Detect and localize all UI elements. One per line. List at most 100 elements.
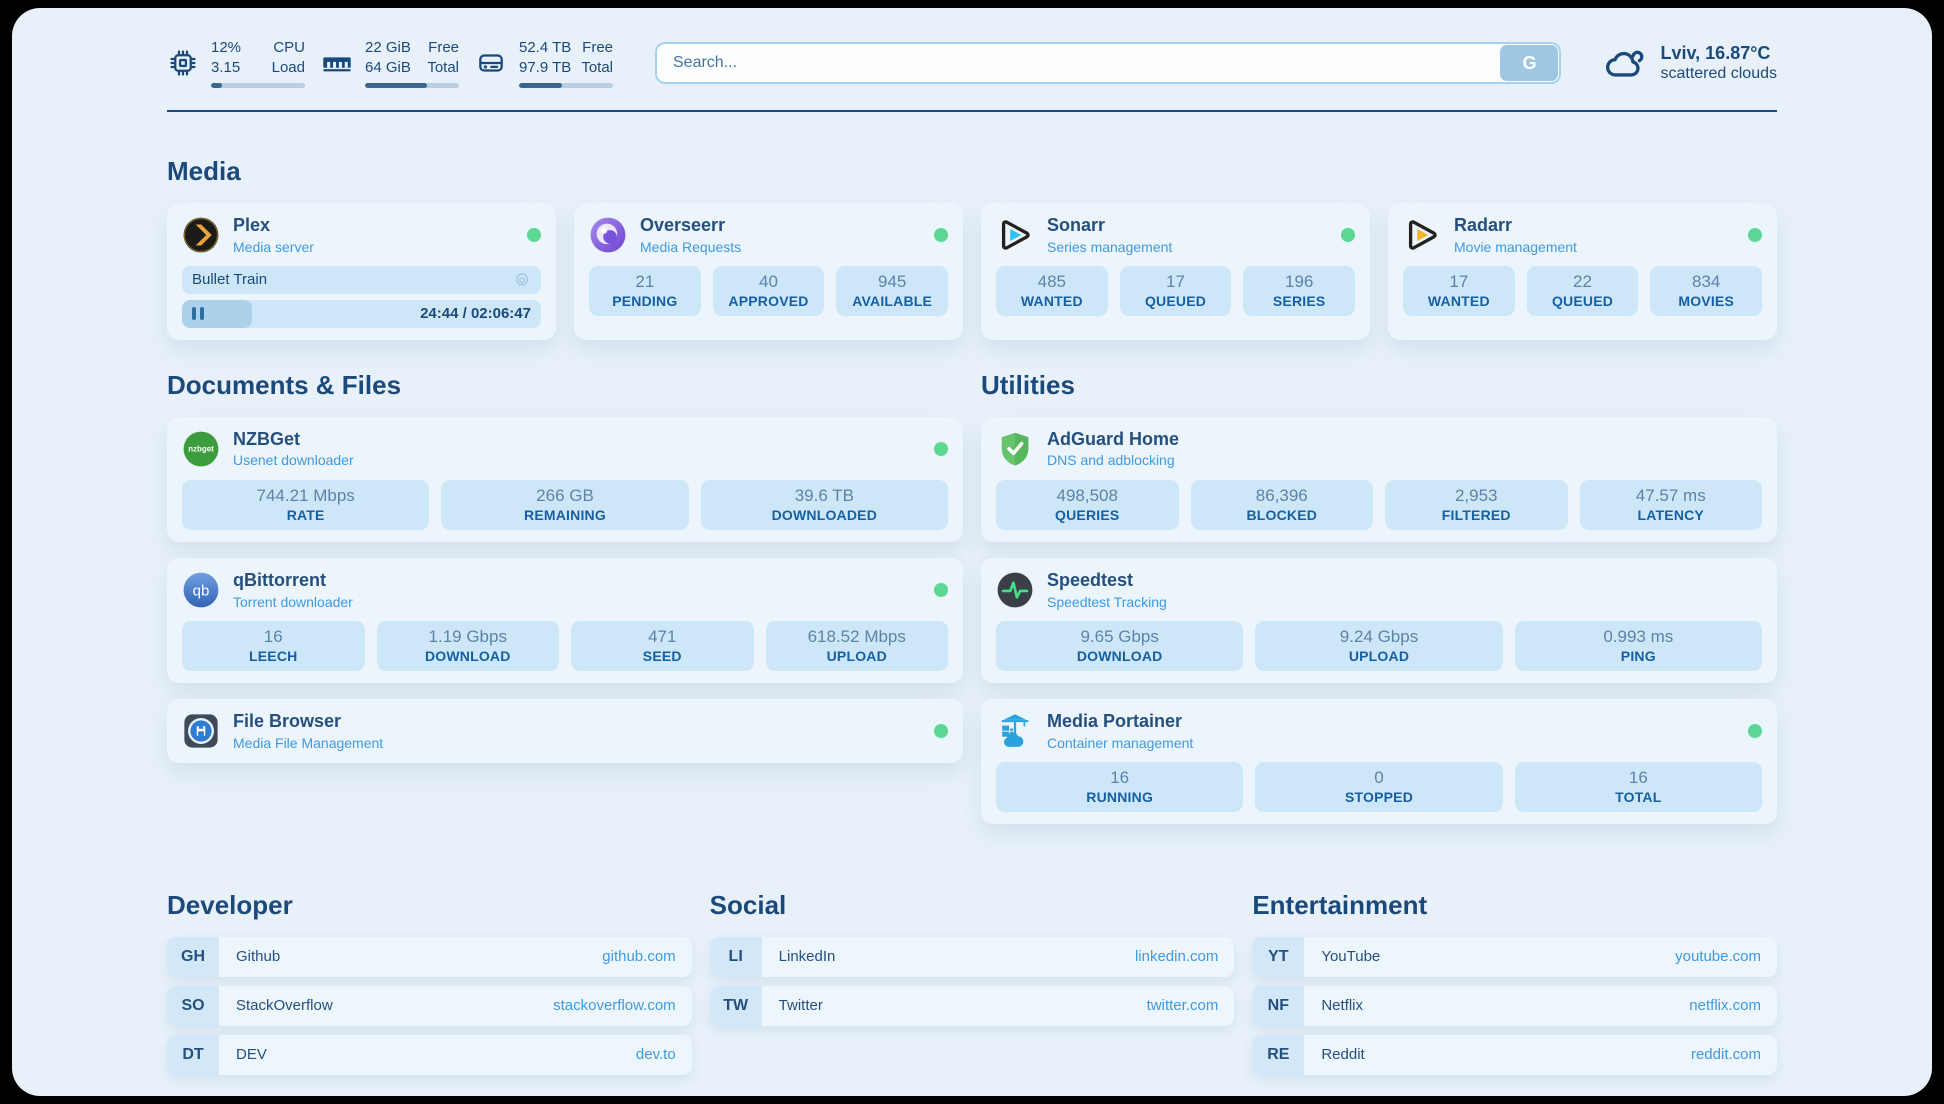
disk-values: 52.4 TB 97.9 TB <box>519 39 572 76</box>
status-dot <box>934 582 948 597</box>
section-documents: Documents & Files nzbget NZBGet Usenet d… <box>167 370 963 779</box>
app-name: AdGuard Home <box>1047 428 1180 449</box>
link-github[interactable]: GH Github github.com <box>167 936 692 977</box>
section-developer: Developer GH Github github.com SO StackO… <box>167 890 692 1084</box>
radarr-icon <box>1403 216 1441 254</box>
section-entertainment: Entertainment YT YouTube youtube.com NF … <box>1252 890 1777 1084</box>
stat-leech: 16 LEECH <box>182 620 365 671</box>
link-stackoverflow[interactable]: SO StackOverflow stackoverflow.com <box>167 985 692 1026</box>
adguard-icon <box>996 430 1034 468</box>
svg-text:nzbget: nzbget <box>188 444 214 453</box>
section-title-entertainment: Entertainment <box>1252 889 1428 920</box>
app-description: DNS and adblocking <box>1047 452 1175 469</box>
stat-queued: 17 QUEUED <box>1119 265 1232 317</box>
app-name: Speedtest <box>1047 569 1134 590</box>
link-name: Netflix <box>1321 997 1364 1015</box>
qbittorrent-icon: qb <box>182 571 220 609</box>
app-card-portainer[interactable]: Media Portainer Container management 16 … <box>981 698 1777 824</box>
app-description: Series management <box>1047 238 1173 255</box>
link-name: DEV <box>236 1046 267 1064</box>
app-card-overseerr[interactable]: Overseerr Media Requests 21 PENDING 40 A… <box>574 203 963 340</box>
status-dot <box>1748 227 1762 242</box>
stat-wanted: 485 WANTED <box>996 265 1108 317</box>
stat-blocked: 86,396 BLOCKED <box>1190 479 1373 530</box>
status-dot <box>1748 723 1762 738</box>
link-abbr-badge: DT <box>167 1034 219 1075</box>
section-title-utilities: Utilities <box>981 369 1075 400</box>
stat-series: 196 SERIES <box>1243 265 1356 317</box>
section-media: Media Plex Media server <box>167 156 1777 340</box>
topbar: 12% 3.15 CPU Load <box>167 38 1777 88</box>
link-netflix[interactable]: NF Netflix netflix.com <box>1252 985 1777 1026</box>
section-social: Social LI LinkedIn linkedin.com TW Twitt… <box>709 889 1235 1084</box>
status-dot <box>934 723 948 738</box>
system-stats: 12% 3.15 CPU Load <box>167 38 613 88</box>
speedtest-icon <box>996 571 1034 609</box>
app-card-speedtest[interactable]: Speedtest Speedtest Tracking 9.65 Gbps D… <box>981 557 1777 683</box>
link-url: linkedin.com <box>1134 948 1219 966</box>
nzbget-icon: nzbget <box>182 430 220 468</box>
link-name: Reddit <box>1321 1046 1365 1064</box>
stat-wanted: 17 WANTED <box>1403 265 1515 317</box>
playback-time: 24:44 / 02:06:47 <box>420 305 531 323</box>
app-description: Usenet downloader <box>233 452 354 469</box>
app-description: Torrent downloader <box>233 593 353 610</box>
app-card-qbittorrent[interactable]: qb qBittorrent Torrent downloader 16 LEE… <box>167 557 963 683</box>
weather-widget: Lviv, 16.87°C scattered clouds <box>1603 41 1777 85</box>
stat-upload: 9.24 Gbps UPLOAD <box>1255 620 1503 671</box>
link-abbr-badge: LI <box>709 936 762 977</box>
search-bar: G <box>655 42 1562 84</box>
stat-running: 16 RUNNING <box>996 761 1244 812</box>
app-card-adguard[interactable]: AdGuard Home DNS and adblocking 498,508 … <box>981 416 1777 542</box>
cpu-progressbar <box>211 83 305 88</box>
stat-downloaded: 39.6 TB DOWNLOADED <box>700 479 948 530</box>
sonarr-icon <box>996 216 1034 254</box>
portainer-icon <box>996 712 1034 750</box>
header-divider <box>167 110 1777 112</box>
app-description: Movie management <box>1454 238 1577 255</box>
disk-stat: 52.4 TB 97.9 TB Free Total <box>475 38 613 88</box>
stat-download: 1.19 Gbps DOWNLOAD <box>376 620 559 671</box>
app-description: Media Requests <box>640 238 742 255</box>
stat-total: 16 TOTAL <box>1514 761 1762 812</box>
app-name: Media Portainer <box>1047 710 1183 731</box>
app-card-filebrowser[interactable]: File Browser Media File Management <box>167 698 963 763</box>
app-card-radarr[interactable]: Radarr Movie management 17 WANTED 22 QUE… <box>1388 203 1777 340</box>
app-card-nzbget[interactable]: nzbget NZBGet Usenet downloader 744.21 M… <box>167 416 963 542</box>
app-name: NZBGet <box>233 428 300 449</box>
ram-labels: Free Total <box>427 39 459 76</box>
link-url: dev.to <box>635 1046 676 1064</box>
svg-text:qb: qb <box>193 582 210 599</box>
app-description: Container management <box>1047 734 1194 751</box>
search-engine-button[interactable]: G <box>1500 45 1559 81</box>
gear-icon[interactable] <box>513 271 531 289</box>
link-abbr-badge: RE <box>1252 1034 1305 1075</box>
link-twitter[interactable]: TW Twitter twitter.com <box>709 985 1235 1026</box>
ram-values: 22 GiB 64 GiB <box>365 39 411 76</box>
section-title-social: Social <box>709 889 787 920</box>
link-name: Github <box>236 948 281 966</box>
section-title-documents: Documents & Files <box>167 369 402 400</box>
app-card-plex[interactable]: Plex Media server Bullet Train <box>167 203 556 340</box>
playback-progress: 24:44 / 02:06:47 <box>182 299 541 328</box>
link-dev[interactable]: DT DEV dev.to <box>167 1034 692 1075</box>
search-input[interactable] <box>655 42 1562 84</box>
cpu-chip-icon <box>167 47 199 79</box>
link-reddit[interactable]: RE Reddit reddit.com <box>1252 1034 1777 1075</box>
app-name: qBittorrent <box>233 569 326 590</box>
link-abbr-badge: NF <box>1252 985 1305 1026</box>
stat-remaining: 266 GB REMAINING <box>441 479 689 530</box>
stat-queued: 22 QUEUED <box>1526 265 1639 317</box>
status-dot <box>934 227 948 242</box>
link-url: stackoverflow.com <box>553 997 676 1015</box>
link-linkedin[interactable]: LI LinkedIn linkedin.com <box>709 936 1235 977</box>
app-name: File Browser <box>233 710 342 731</box>
cpu-values: 12% 3.15 <box>211 39 242 76</box>
link-abbr-badge: GH <box>167 936 219 977</box>
link-youtube[interactable]: YT YouTube youtube.com <box>1252 936 1777 977</box>
now-playing-row: Bullet Train <box>182 265 541 294</box>
stat-ping: 0.993 ms PING <box>1514 620 1762 671</box>
stat-latency: 47.57 ms LATENCY <box>1579 479 1762 530</box>
stat-download: 9.65 Gbps DOWNLOAD <box>996 620 1244 671</box>
app-card-sonarr[interactable]: Sonarr Series management 485 WANTED 17 Q… <box>981 203 1370 340</box>
